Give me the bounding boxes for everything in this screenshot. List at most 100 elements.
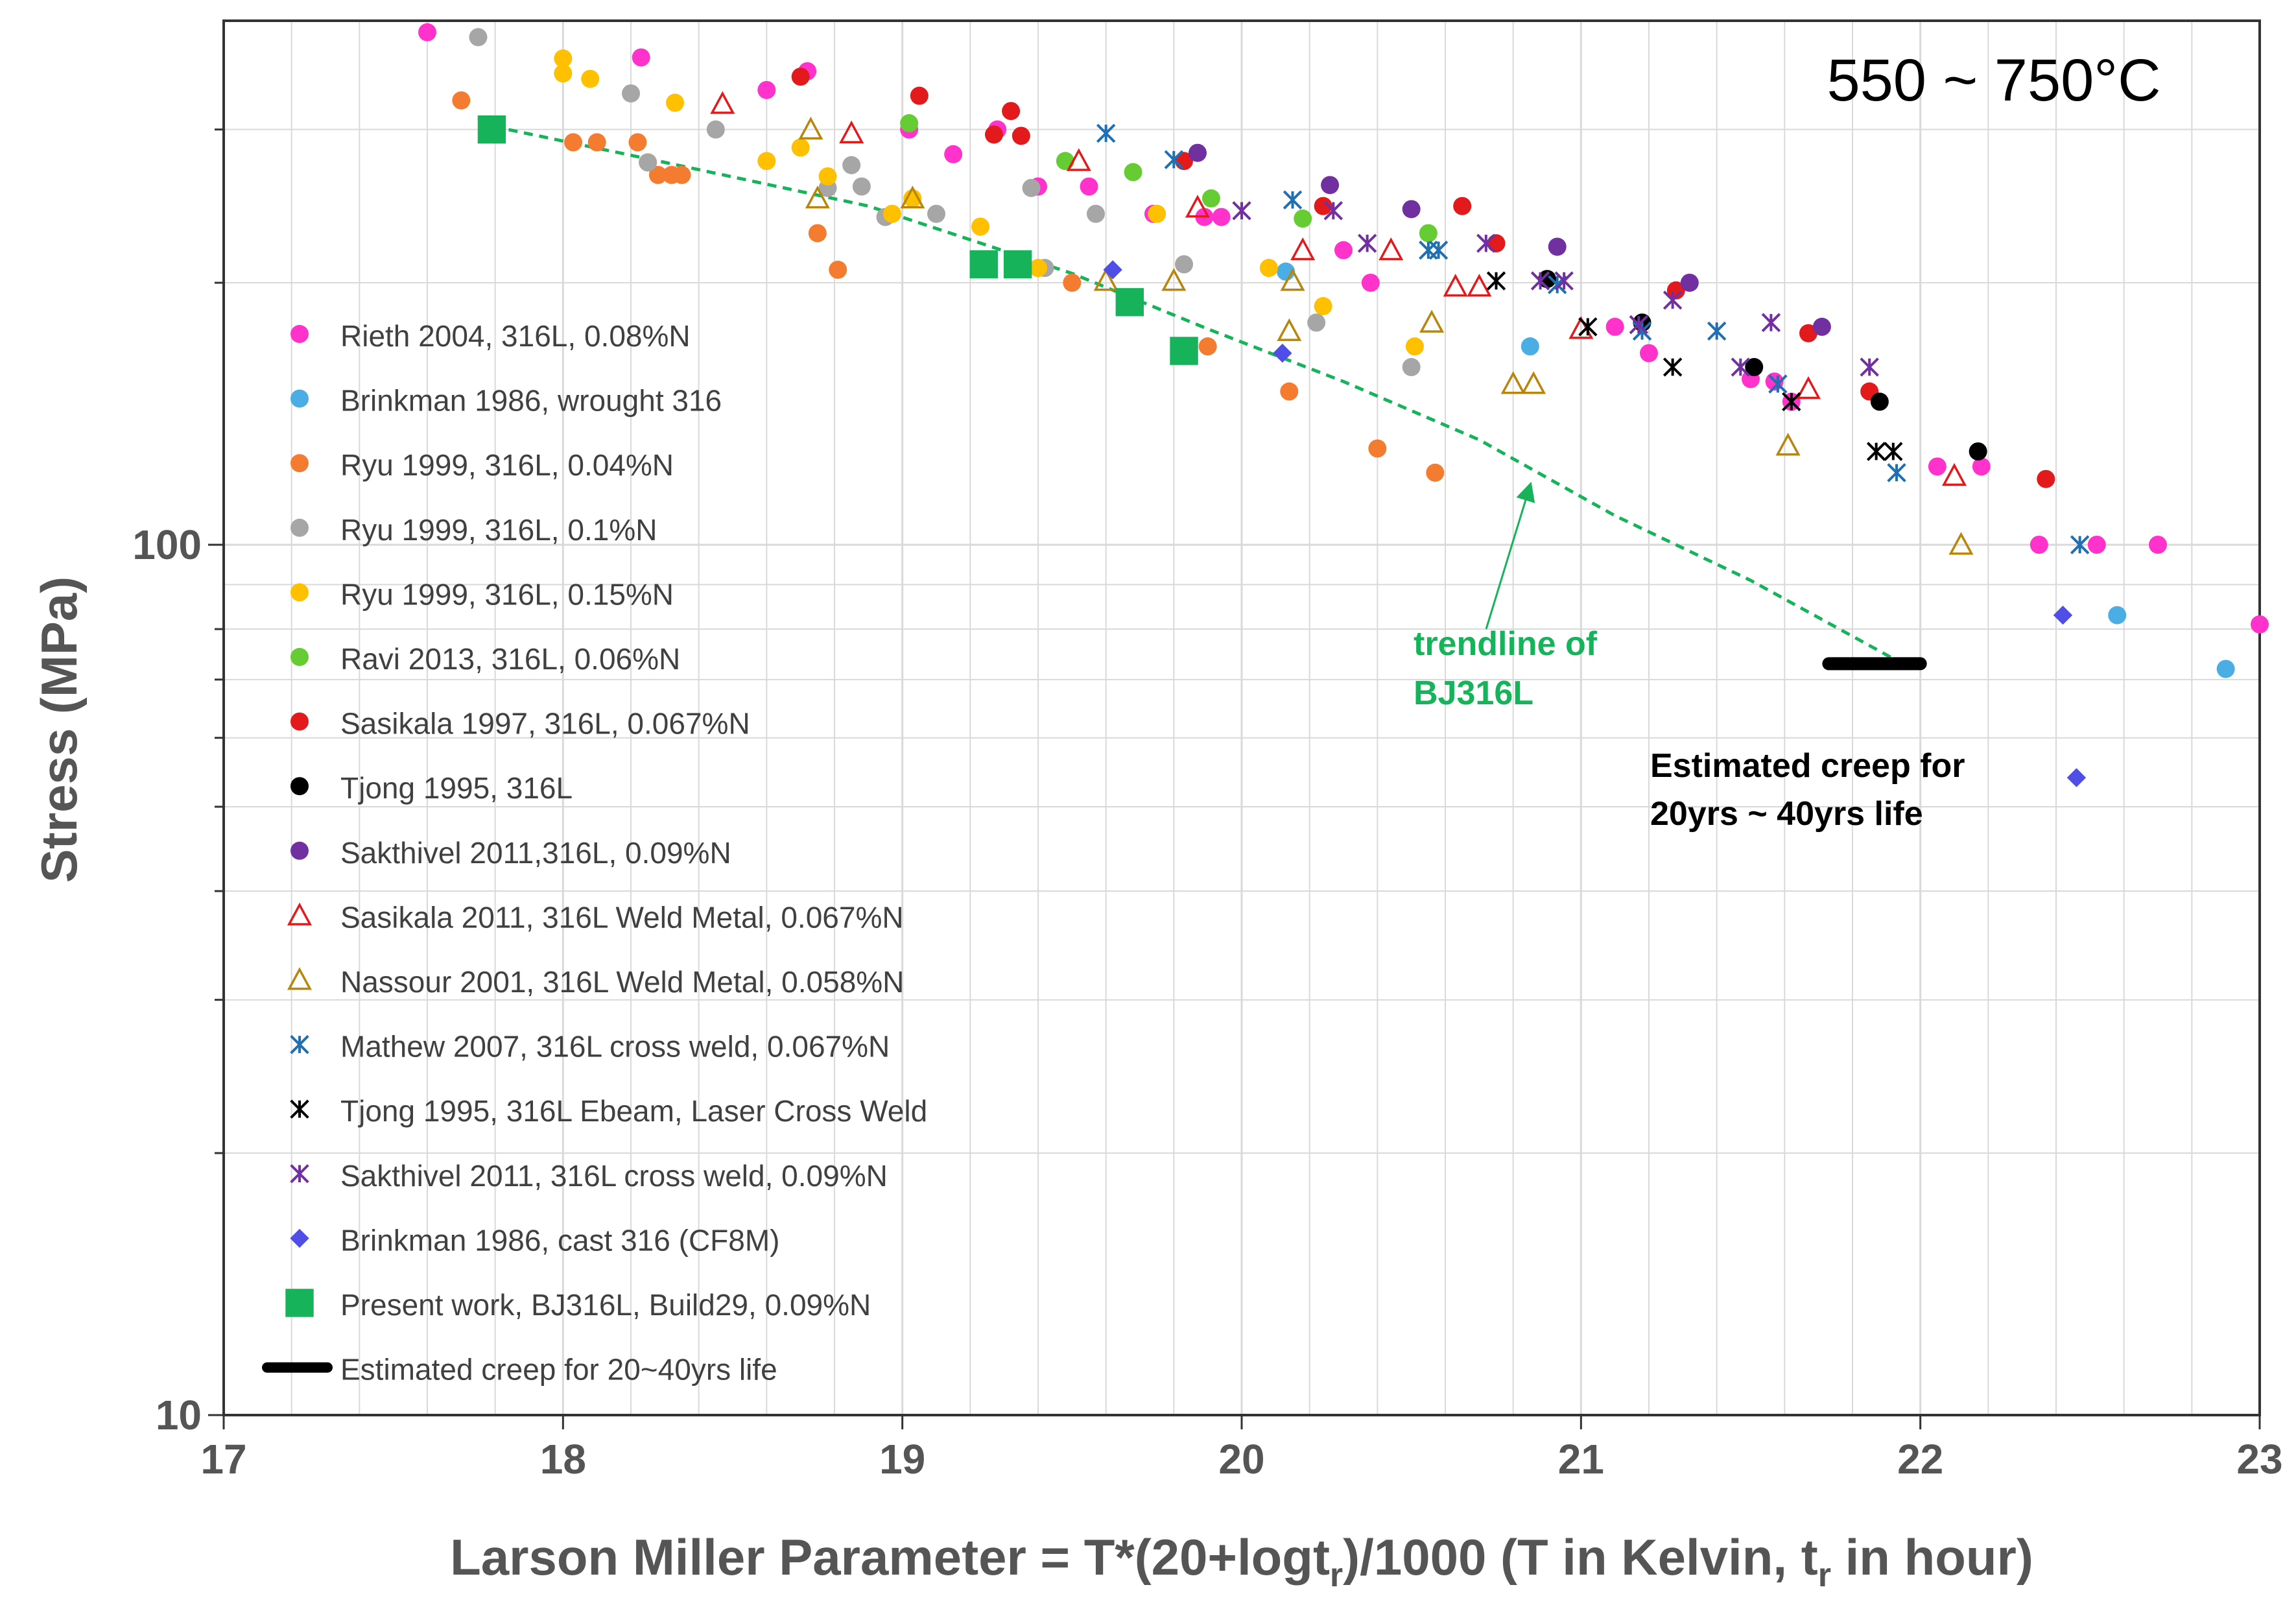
- x-tick-label: 18: [540, 1436, 586, 1483]
- x-axis-title-main: Larson Miller Parameter = T*(20+logt: [450, 1529, 1330, 1586]
- data-point: [1357, 233, 1377, 253]
- legend-label: Ryu 1999, 316L, 0.04%N: [340, 448, 674, 482]
- legend-marker: [290, 1034, 309, 1055]
- data-point: [903, 189, 922, 208]
- estimated-creep-label-line1: Estimated creep for: [1650, 747, 1965, 785]
- data-point: [1314, 297, 1332, 316]
- legend-label: Estimated creep for 20~40yrs life: [340, 1353, 777, 1387]
- data-point: [2108, 606, 2127, 625]
- data-point: [1768, 374, 1788, 394]
- data-point: [1148, 204, 1166, 223]
- data-point: [1605, 317, 1624, 336]
- data-point: [1782, 392, 1801, 412]
- data-point: [1290, 237, 1316, 261]
- x-tick-label: 21: [1558, 1436, 1604, 1483]
- data-point: [1799, 324, 1817, 342]
- x-axis-title-end: in hour): [1831, 1529, 2033, 1586]
- data-point: [2037, 470, 2055, 488]
- data-point: [1640, 344, 1658, 363]
- data-point: [1379, 237, 1404, 261]
- data-point: [1086, 204, 1105, 223]
- legend-label: Sakthivel 2011, 316L cross weld, 0.09%N: [340, 1159, 888, 1193]
- data-point: [1548, 237, 1567, 256]
- legend-marker: [287, 902, 313, 925]
- legend-marker: [290, 1228, 309, 1248]
- data-point: [1096, 123, 1116, 143]
- legend-marker: [287, 967, 313, 990]
- y-tick-label: 10: [156, 1392, 202, 1438]
- data-point: [2066, 768, 2087, 787]
- data-point: [1486, 271, 1506, 291]
- data-point: [477, 115, 506, 144]
- legend-marker: [290, 712, 309, 731]
- data-point: [1476, 233, 1496, 253]
- data-point: [757, 152, 776, 171]
- data-point: [969, 250, 998, 279]
- data-point: [1870, 392, 1889, 411]
- legend-label: Sasikala 2011, 316L Weld Metal, 0.067%N: [340, 900, 904, 934]
- data-point: [842, 156, 861, 174]
- estimated-creep-label-line2: 20yrs ~ 40yrs life: [1650, 795, 1923, 833]
- legend-label: Sasikala 1997, 316L, 0.067%N: [340, 707, 750, 741]
- data-point: [1629, 315, 1649, 335]
- legend-label: Ryu 1999, 316L, 0.15%N: [340, 577, 674, 611]
- data-point: [1280, 268, 1305, 291]
- data-point: [1812, 317, 1831, 336]
- data-point: [1080, 177, 1098, 196]
- x-axis-title: Larson Miller Parameter = T*(20+logtr)/1…: [450, 1529, 2033, 1594]
- data-point: [1115, 288, 1144, 316]
- data-point: [1164, 150, 1184, 169]
- x-tick-label: 17: [200, 1436, 246, 1483]
- data-point: [1731, 357, 1751, 377]
- series-14: [1103, 260, 2087, 787]
- data-point: [757, 80, 776, 99]
- legend-marker: [285, 1289, 314, 1317]
- data-point: [1277, 318, 1302, 341]
- data-point: [2053, 605, 2073, 625]
- data-point: [1428, 241, 1449, 260]
- legend-label: Brinkman 1986, cast 316 (CF8M): [340, 1223, 780, 1257]
- axis-ticks: 17 18 19 20 21 22 23 10 100: [132, 128, 2283, 1483]
- data-point: [900, 185, 925, 209]
- data-point: [2030, 535, 2048, 554]
- data-point: [1002, 102, 1021, 121]
- data-point: [1884, 442, 1903, 461]
- legend-marker: [290, 583, 309, 602]
- legend-label: Rieth 2004, 316L, 0.08%N: [340, 319, 691, 353]
- series-12: [1486, 271, 1903, 461]
- data-point: [710, 91, 735, 114]
- data-point: [1188, 143, 1207, 162]
- data-point: [554, 49, 573, 68]
- data-point: [927, 204, 945, 223]
- data-point: [1487, 234, 1506, 253]
- legend-label: Sakthivel 2011,316L, 0.09%N: [340, 836, 731, 870]
- data-point: [706, 120, 725, 139]
- legend-marker: [290, 777, 309, 796]
- series-8: [1188, 143, 1831, 336]
- data-point: [581, 69, 600, 88]
- data-point: [1175, 255, 1194, 274]
- data-point: [1680, 273, 1699, 292]
- data-point: [805, 185, 830, 209]
- data-point: [1056, 152, 1074, 171]
- data-point: [1029, 259, 1047, 278]
- data-point: [666, 93, 685, 112]
- data-point: [852, 177, 871, 196]
- data-point: [1185, 195, 1211, 218]
- data-point: [564, 133, 583, 152]
- data-point: [1948, 532, 1974, 555]
- data-point: [1259, 259, 1278, 278]
- series-15: [477, 115, 1198, 365]
- legend-label: Tjong 1995, 316L: [340, 771, 573, 805]
- data-point: [1453, 197, 1472, 215]
- legend-label: Present work, BJ316L, Build29, 0.09%N: [340, 1288, 871, 1322]
- data-point: [2216, 660, 2235, 678]
- x-tick-label: 19: [879, 1436, 925, 1483]
- legend-label: Ravi 2013, 316L, 0.06%N: [340, 642, 680, 676]
- data-point: [1314, 197, 1332, 215]
- data-point: [791, 67, 810, 86]
- data-point: [1022, 178, 1041, 197]
- legend-label: Mathew 2007, 316L cross weld, 0.067%N: [340, 1030, 890, 1064]
- series-4: [554, 49, 1424, 356]
